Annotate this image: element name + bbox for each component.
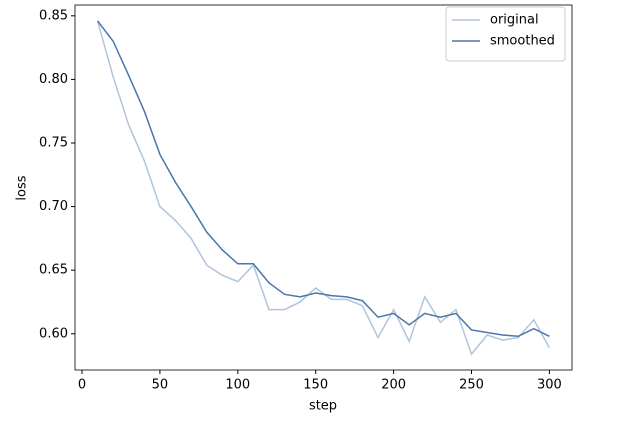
y-axis-label: loss — [15, 175, 30, 200]
y-tick-label: 0.85 — [39, 8, 68, 23]
x-axis-label: step — [309, 399, 337, 414]
x-tick-label: 200 — [381, 378, 406, 393]
line-series — [96, 20, 550, 338]
x-tick-label: 150 — [303, 378, 328, 393]
x-tick-label: 0 — [78, 378, 86, 393]
y-tick-label: 0.60 — [39, 326, 68, 341]
x-tick-label: 300 — [537, 378, 562, 393]
axes-frame — [74, 4, 573, 371]
x-tick-label: 250 — [459, 378, 484, 393]
x-tick-label: 100 — [225, 378, 250, 393]
y-tick-label: 0.65 — [39, 263, 68, 278]
legend-label: smoothed — [490, 34, 555, 49]
y-tick-label: 0.80 — [39, 72, 68, 87]
legend-label: original — [490, 13, 539, 28]
y-tick-label: 0.70 — [39, 199, 68, 214]
x-tick-label: 50 — [152, 378, 169, 393]
y-tick-label: 0.75 — [39, 135, 68, 150]
